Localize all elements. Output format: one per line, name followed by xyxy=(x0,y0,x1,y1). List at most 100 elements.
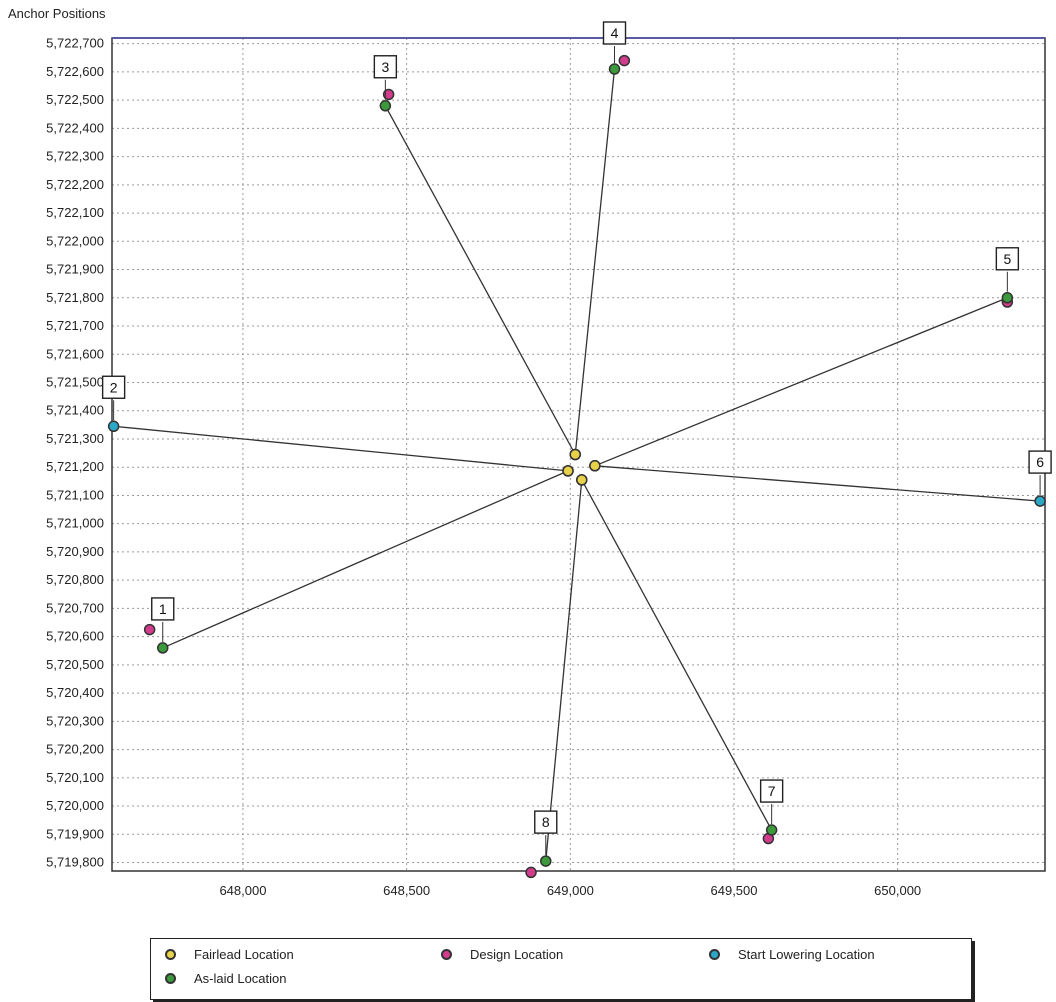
y-tick-label: 5,721,000 xyxy=(46,516,104,531)
design-point-4 xyxy=(618,54,631,67)
fairlead-marker-icon xyxy=(165,949,176,960)
anchor-label-7: 7 xyxy=(759,779,784,825)
y-axis-ticks: 5,719,800 5,719,900 5,720,000 5,720,100 5,72… xyxy=(46,36,104,870)
y-tick-label: 5,722,000 xyxy=(46,233,104,248)
x-tick-label: 650,000 xyxy=(874,883,921,898)
anchor-label-text: 7 xyxy=(768,783,776,799)
y-tick-label: 5,721,300 xyxy=(46,431,104,446)
y-tick-label: 5,720,800 xyxy=(46,572,104,587)
anchor-label-box xyxy=(759,779,784,803)
anchor-label-1: 1 xyxy=(151,597,175,642)
anchor-label-5: 5 xyxy=(995,247,1020,292)
y-tick-label: 5,720,200 xyxy=(46,742,104,757)
x-tick-label: 649,000 xyxy=(547,883,594,898)
y-tick-label: 5,719,900 xyxy=(46,826,104,841)
anchor-label-text: 5 xyxy=(1003,251,1011,267)
x-tick-label: 648,500 xyxy=(383,883,430,898)
y-tick-label: 5,721,500 xyxy=(46,374,104,389)
mooring-line-1 xyxy=(162,470,569,649)
y-tick-label: 5,722,700 xyxy=(46,36,104,51)
mooring-line-4 xyxy=(574,68,616,455)
start-lowering-marker-icon xyxy=(709,949,720,960)
legend-item-design: Design Location xyxy=(441,947,563,962)
y-tick-label: 5,721,800 xyxy=(46,290,104,305)
legend-item-start-lowering: Start Lowering Location xyxy=(709,947,875,962)
start-lowering-point-2 xyxy=(107,420,120,433)
fairlead-point-8 xyxy=(576,474,588,486)
y-tick-label: 5,721,600 xyxy=(46,346,104,361)
design-point-3 xyxy=(382,88,395,101)
x-tick-label: 649,500 xyxy=(711,883,758,898)
design-marker-icon xyxy=(441,949,452,960)
mooring-line-6 xyxy=(594,465,1041,502)
anchor-positions-chart: 5,719,800 5,719,900 5,720,000 5,720,100 5,72… xyxy=(46,21,1052,898)
grid-layer xyxy=(112,38,1045,871)
anchor-label-text: 3 xyxy=(381,59,389,75)
y-tick-label: 5,720,400 xyxy=(46,685,104,700)
plot-top-border xyxy=(112,37,1045,39)
legend-item-as-laid: As-laid Location xyxy=(165,971,287,986)
y-tick-label: 5,721,900 xyxy=(46,262,104,277)
as-laid-marker-icon xyxy=(165,973,176,984)
as-laid-point-8 xyxy=(540,855,552,867)
y-tick-label: 5,720,900 xyxy=(46,544,104,559)
fairlead-point-6 xyxy=(589,460,601,472)
y-tick-label: 5,722,300 xyxy=(46,149,104,164)
y-tick-label: 5,722,600 xyxy=(46,64,104,79)
fairlead-point-4 xyxy=(569,448,581,461)
anchor-label-text: 1 xyxy=(159,601,167,617)
fairlead-point-2 xyxy=(562,465,574,477)
anchor-label-text: 4 xyxy=(611,25,619,41)
as-laid-point-5 xyxy=(1001,292,1014,304)
chart-legend: Fairlead Location Design Location Start … xyxy=(150,938,972,1000)
y-tick-label: 5,720,700 xyxy=(46,600,104,615)
anchor-label-4: 4 xyxy=(602,21,627,64)
y-tick-label: 5,721,100 xyxy=(46,487,104,502)
anchor-label-text: 2 xyxy=(110,379,118,395)
y-tick-label: 5,719,800 xyxy=(46,855,104,870)
y-tick-label: 5,722,400 xyxy=(46,120,104,135)
anchor-label-box xyxy=(1028,450,1052,474)
as-laid-point-4 xyxy=(608,63,621,75)
y-tick-label: 5,722,500 xyxy=(46,92,104,107)
y-tick-label: 5,720,500 xyxy=(46,657,104,672)
x-tick-label: 648,000 xyxy=(219,883,266,898)
y-tick-label: 5,721,400 xyxy=(46,403,104,418)
anchor-label-text: 6 xyxy=(1036,454,1044,470)
legend-label-fairlead: Fairlead Location xyxy=(194,947,294,962)
as-laid-point-1 xyxy=(156,642,169,654)
anchor-label-box xyxy=(534,810,558,834)
design-point-1 xyxy=(143,623,156,636)
mooring-line-8 xyxy=(545,479,583,862)
legend-label-start-lowering: Start Lowering Location xyxy=(738,947,875,962)
anchor-label-8: 8 xyxy=(534,810,558,856)
anchor-label-box xyxy=(151,597,175,621)
anchor-label-box xyxy=(101,375,126,399)
anchor-labels: 1 2 3 4 5 6 7 8 xyxy=(101,21,1052,856)
y-tick-label: 5,720,600 xyxy=(46,629,104,644)
y-tick-label: 5,721,200 xyxy=(46,459,104,474)
y-tick-label: 5,720,000 xyxy=(46,798,104,813)
anchor-label-3: 3 xyxy=(373,55,398,100)
anchor-label-box xyxy=(995,247,1020,271)
anchor-label-box xyxy=(373,55,398,79)
anchor-label-2: 2 xyxy=(101,375,126,421)
anchor-label-box xyxy=(602,21,627,45)
as-laid-point-7 xyxy=(765,824,778,836)
start-lowering-point-6 xyxy=(1034,495,1046,507)
anchor-label-text: 8 xyxy=(542,814,550,830)
legend-label-design: Design Location xyxy=(470,947,564,962)
y-tick-label: 5,720,300 xyxy=(46,713,104,728)
anchor-points xyxy=(107,54,1046,879)
x-axis-ticks: 648,000 648,500 649,000 649,500 650,000 xyxy=(219,883,921,898)
mooring-line-2 xyxy=(113,425,569,472)
mooring-line-5 xyxy=(594,297,1008,467)
legend-item-fairlead: Fairlead Location xyxy=(165,947,294,962)
y-tick-label: 5,720,100 xyxy=(46,770,104,785)
chart-title: Anchor Positions xyxy=(8,6,106,21)
as-laid-point-3 xyxy=(379,100,392,112)
anchor-label-6: 6 xyxy=(1028,450,1052,496)
mooring-line-7 xyxy=(581,479,773,831)
y-tick-label: 5,722,100 xyxy=(46,205,104,220)
y-tick-label: 5,721,700 xyxy=(46,318,104,333)
